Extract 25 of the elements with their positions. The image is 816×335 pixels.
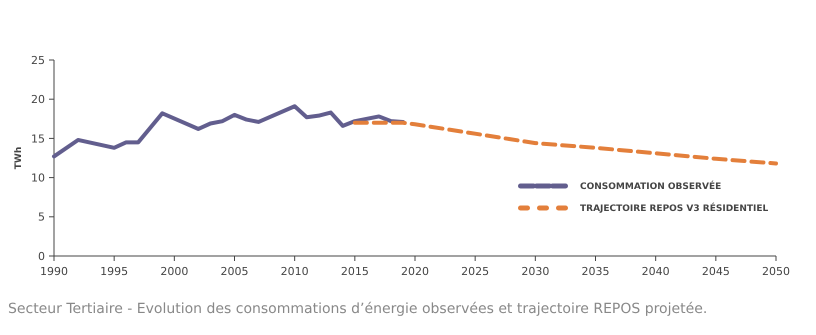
x-tick-label: 2050 (762, 265, 790, 278)
y-axis-title: TWh (14, 146, 24, 170)
legend-label: TRAJECTOIRE REPOS V3 RÉSIDENTIEL (580, 202, 768, 214)
y-tick-label: 25 (31, 54, 45, 67)
x-tick-label: 2010 (280, 265, 309, 278)
x-tick-label: 2030 (521, 265, 550, 278)
x-tick-label: 2020 (401, 265, 429, 278)
x-tick-label: 2005 (220, 265, 248, 278)
y-tick-label: 0 (38, 250, 45, 263)
y-tick-label: 10 (31, 171, 45, 184)
y-tick-label: 5 (38, 210, 45, 224)
x-tick-label: 2015 (340, 265, 369, 278)
x-tick-label: 1990 (40, 265, 68, 278)
line-series (352, 120, 778, 166)
x-tick-label: 1995 (100, 265, 128, 278)
y-tick-label: 15 (31, 132, 45, 146)
x-tick-label: 2025 (461, 265, 490, 278)
line-series (52, 104, 405, 158)
y-tick-label: 20 (31, 93, 45, 106)
x-tick-label: 2045 (702, 265, 730, 278)
x-tick-label: 2035 (582, 265, 610, 278)
x-tick-label: 2040 (642, 265, 670, 278)
x-tick-label: 2000 (160, 265, 188, 278)
text: Secteur Tertiaire - Evolution des consommations d’énergie observées et trajectoire REPOS projetée. (8, 301, 708, 317)
legend-label: CONSOMMATION OBSERVÉE (580, 180, 722, 192)
